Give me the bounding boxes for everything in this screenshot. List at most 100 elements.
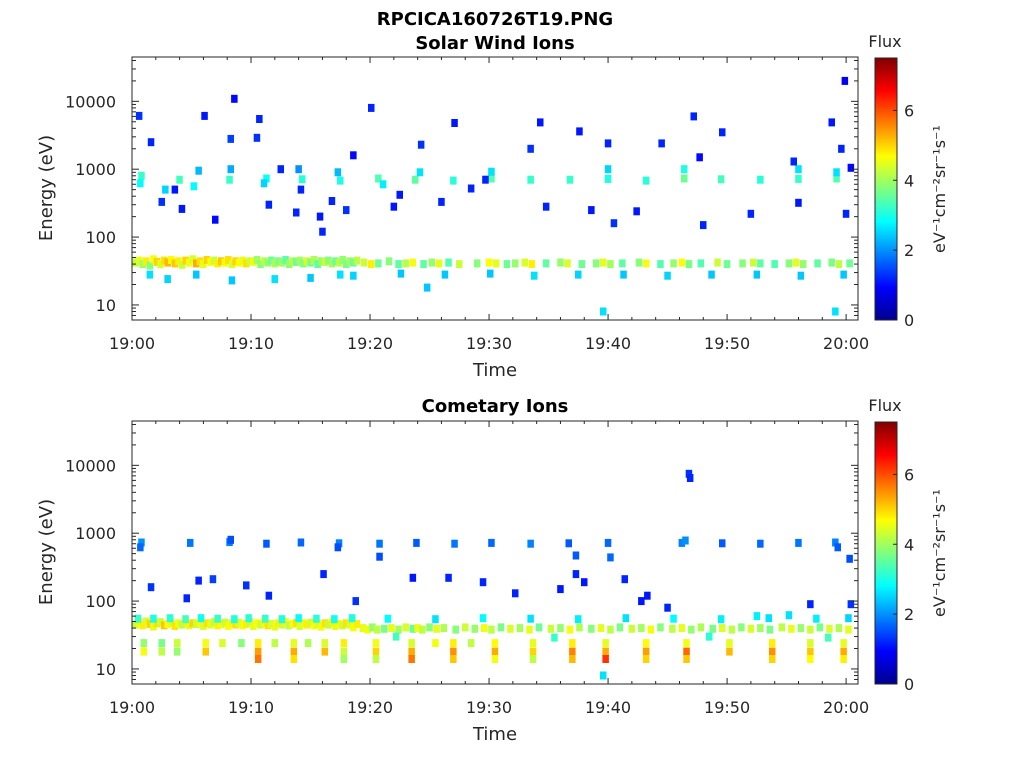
- heatmap-cell: [576, 623, 583, 632]
- heatmap-cell: [529, 655, 537, 663]
- heatmap-cell: [307, 618, 314, 627]
- heatmap-cell: [385, 257, 393, 266]
- heatmap-cell: [183, 594, 190, 603]
- heatmap-cell: [182, 615, 189, 624]
- heatmap-cell: [840, 639, 847, 648]
- heatmap-cell: [416, 168, 424, 177]
- heatmap-cell: [325, 256, 332, 265]
- heatmap-cell: [350, 151, 357, 160]
- heatmap-cell: [353, 256, 361, 265]
- heatmap-cell: [408, 655, 415, 663]
- heatmap-cell: [228, 619, 236, 628]
- heatmap-cell: [268, 256, 275, 265]
- heatmap-cell: [610, 219, 618, 228]
- heatmap-cell: [557, 258, 564, 267]
- heatmap-cell: [337, 270, 344, 279]
- heatmap-cell: [658, 139, 665, 148]
- heatmap-cell: [482, 175, 489, 184]
- heatmap-cell: [757, 259, 764, 268]
- x-tick-label: 19:40: [585, 334, 631, 353]
- heatmap-cell: [600, 307, 607, 316]
- heatmap-cell: [706, 632, 713, 641]
- heatmap-cell: [402, 623, 409, 632]
- heatmap-cell: [488, 625, 495, 634]
- heatmap-cell: [293, 257, 300, 266]
- heatmap-cell: [485, 258, 493, 267]
- heatmap-cell: [487, 269, 494, 278]
- heatmap-cell: [146, 620, 154, 628]
- heatmap-cell: [835, 624, 843, 633]
- colorbar-gradient: [874, 421, 898, 685]
- heatmap-cell: [384, 614, 392, 623]
- heatmap-cell: [260, 257, 268, 266]
- heatmap-cell: [765, 614, 772, 623]
- heatmap-cell: [218, 620, 225, 628]
- heatmap-cell: [479, 614, 487, 623]
- heatmap-cell: [189, 619, 196, 628]
- heatmap-cell: [526, 625, 533, 634]
- heatmap-cell: [462, 623, 469, 632]
- heatmap-cell: [670, 614, 677, 623]
- x-tick-label: 19:50: [704, 698, 750, 717]
- heatmap-cell: [527, 144, 534, 153]
- heatmap-cell: [575, 270, 582, 279]
- heatmap-cell: [537, 118, 544, 127]
- heatmap-cell: [313, 614, 320, 623]
- heatmap-cell: [178, 260, 186, 269]
- y-tick-label: 10: [96, 660, 116, 679]
- heatmap-cell: [845, 625, 852, 634]
- heatmap-cell: [467, 639, 475, 648]
- heatmap-cell: [140, 647, 148, 656]
- heatmap-cell: [150, 255, 157, 264]
- heatmap-cell: [417, 140, 425, 149]
- heatmap-cell: [757, 539, 764, 548]
- heatmap-cell: [346, 257, 353, 266]
- heatmap-cell: [572, 570, 580, 579]
- heatmap-cell: [256, 115, 263, 123]
- heatmap-cell: [227, 535, 234, 544]
- heatmap-cell: [750, 258, 757, 267]
- heatmap-cell: [298, 175, 306, 184]
- y-axis: 10 100 1000 10000: [65, 59, 858, 321]
- heatmap-cell: [372, 647, 380, 656]
- x-axis-label: Time: [472, 360, 517, 381]
- heatmap-cell: [193, 259, 200, 268]
- heatmap-cell: [642, 655, 650, 663]
- heatmap-cell: [547, 624, 555, 633]
- heatmap-cell: [769, 647, 776, 656]
- heatmap-cell: [685, 469, 693, 478]
- heatmap-cell: [239, 621, 246, 630]
- heatmap-cell: [714, 258, 721, 267]
- heatmap-cell: [607, 553, 614, 562]
- heatmap-cell: [397, 269, 405, 278]
- heatmap-cell: [275, 619, 282, 628]
- heatmap-cell: [619, 259, 626, 268]
- heatmap-cell: [657, 623, 664, 632]
- heatmap-cell: [542, 259, 550, 268]
- heatmap-cell: [682, 536, 689, 545]
- heatmap-cell: [535, 623, 543, 632]
- heatmap-cell: [581, 578, 588, 587]
- heatmap-cell: [664, 271, 671, 280]
- heatmap-cell: [642, 647, 650, 656]
- plot-frame: [131, 56, 859, 321]
- heatmap-cell: [168, 618, 175, 627]
- heatmap-cell: [392, 632, 400, 641]
- y-axis-label: Energy (eV): [36, 499, 57, 605]
- heatmap-cell: [250, 621, 257, 630]
- heatmap-cell: [700, 221, 707, 230]
- heatmap-cell: [271, 622, 278, 631]
- heatmap-cell: [228, 260, 236, 269]
- heatmap-cell: [139, 260, 146, 269]
- heatmap-cell: [225, 256, 232, 264]
- heatmap-cell: [262, 614, 269, 623]
- heatmap-cell: [243, 581, 250, 590]
- heatmap-cell: [797, 624, 805, 633]
- heatmap-cell: [285, 260, 293, 269]
- heatmap-cell: [219, 639, 226, 648]
- heatmap-cell: [146, 261, 154, 270]
- heatmap-cell: [320, 570, 327, 579]
- heatmap-cell: [364, 625, 371, 634]
- heatmap-cell: [296, 256, 303, 265]
- heatmap-cell: [227, 165, 234, 174]
